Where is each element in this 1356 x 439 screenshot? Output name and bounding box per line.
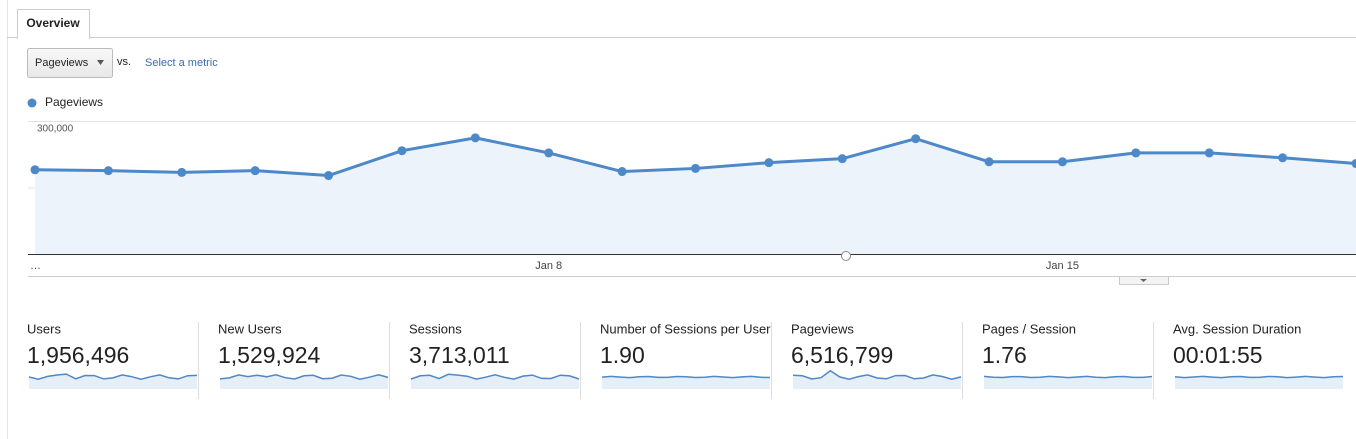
card-label: Users [27, 321, 61, 336]
point [911, 134, 921, 144]
card-value: 6,516,799 [791, 342, 893, 368]
point [250, 166, 260, 176]
area [35, 137, 1356, 254]
card-value: 00:01:55 [1173, 342, 1263, 368]
point [103, 166, 113, 176]
sparkline-area [984, 376, 1152, 389]
metric-dropdown[interactable] [27, 48, 113, 78]
sparkline-area [793, 370, 961, 389]
select-metric-link[interactable]: Select a metric [145, 57, 218, 69]
card-value: 1,956,496 [27, 342, 129, 368]
sparkline [601, 375, 771, 379]
sparkline-area [29, 374, 197, 389]
y-tick-label: 300,000 [37, 124, 74, 135]
point [617, 167, 627, 177]
card-label: New Users [218, 321, 282, 336]
x-tick-label: Jan 8 [535, 260, 562, 272]
point [177, 167, 187, 177]
point [1057, 157, 1067, 167]
card-value: 1.90 [600, 342, 645, 368]
x-tick-label: Jan 15 [1046, 260, 1079, 272]
sparkline [219, 374, 389, 380]
dropdown-arrow [97, 60, 104, 65]
point [470, 133, 480, 143]
card-value: 1.76 [982, 342, 1027, 368]
metric-dropdown-label[interactable]: Pageviews [35, 57, 89, 69]
point [30, 165, 40, 175]
x-tick-label: … [30, 260, 41, 272]
sparkline [983, 375, 1153, 379]
legend-marker [27, 98, 37, 108]
point [984, 157, 994, 167]
point [397, 146, 407, 156]
sparkline-area [411, 374, 579, 389]
card-label: Pages / Session [982, 321, 1076, 336]
point [837, 154, 847, 164]
card-label: Avg. Session Duration [1173, 321, 1301, 336]
sparkline-area [220, 374, 388, 389]
tab[interactable] [17, 9, 90, 39]
point [1131, 148, 1141, 158]
card-label: Sessions [409, 321, 462, 336]
scorecards: Users 1,956,496 New Users 1,529,924 Sessions… [27, 321, 1344, 399]
point [324, 171, 334, 181]
sparkline [1174, 375, 1344, 379]
point [1351, 159, 1356, 169]
sparkline-area [602, 376, 770, 389]
sparkline [410, 373, 580, 380]
sparkline-area [1175, 376, 1343, 389]
card-label: Number of Sessions per User [600, 321, 771, 336]
card-label: Pageviews [791, 321, 854, 336]
point [1278, 153, 1288, 163]
annotation-marker[interactable] [841, 251, 851, 261]
tab-label[interactable]: Overview [26, 16, 80, 30]
sparkline [792, 369, 962, 380]
card-value: 3,713,011 [409, 342, 510, 368]
sparkline [28, 373, 198, 380]
point [544, 148, 554, 158]
point [764, 158, 774, 168]
point [1204, 148, 1214, 158]
resize-arrow [1140, 279, 1147, 282]
legend-label: Pageviews [45, 95, 103, 109]
vs-label: vs. [117, 56, 131, 68]
point [691, 163, 700, 173]
card-value: 1,529,924 [218, 342, 321, 368]
